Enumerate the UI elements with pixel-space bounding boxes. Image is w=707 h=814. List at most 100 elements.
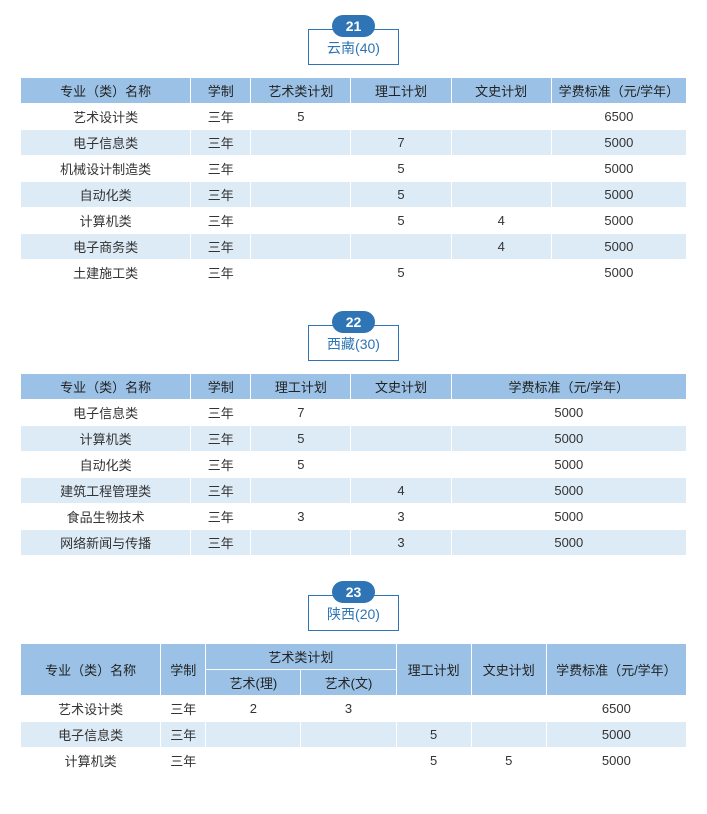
col-header: 专业（类）名称 xyxy=(21,374,191,400)
cell: 电子信息类 xyxy=(21,722,161,748)
col-subheader: 艺术(理) xyxy=(206,670,301,696)
cell: 三年 xyxy=(191,208,251,234)
data-table: 专业（类）名称学制理工计划文史计划学费标准（元/学年）电子信息类三年75000计… xyxy=(20,373,687,556)
data-table: 专业（类）名称学制艺术类计划理工计划文史计划学费标准（元/学年）艺术(理)艺术(… xyxy=(20,643,687,774)
cell xyxy=(351,234,451,260)
cell: 3 xyxy=(351,530,451,556)
cell: 三年 xyxy=(191,400,251,426)
cell: 三年 xyxy=(191,530,251,556)
section-1: 22西藏(30)专业（类）名称学制理工计划文史计划学费标准（元/学年）电子信息类… xyxy=(20,311,687,556)
cell: 5 xyxy=(396,722,471,748)
table-header-row: 专业（类）名称学制艺术类计划理工计划文史计划学费标准（元/学年） xyxy=(21,644,687,670)
cell xyxy=(351,452,451,478)
cell: 5000 xyxy=(451,530,686,556)
cell: 艺术设计类 xyxy=(21,104,191,130)
cell: 5 xyxy=(351,156,451,182)
table-row: 建筑工程管理类三年45000 xyxy=(21,478,687,504)
cell: 三年 xyxy=(191,504,251,530)
cell: 艺术设计类 xyxy=(21,696,161,722)
cell: 计算机类 xyxy=(21,208,191,234)
cell xyxy=(251,130,351,156)
cell: 2 xyxy=(206,696,301,722)
col-header: 理工计划 xyxy=(396,644,471,696)
cell: 5 xyxy=(351,182,451,208)
cell: 自动化类 xyxy=(21,452,191,478)
cell xyxy=(451,260,551,286)
cell: 电子信息类 xyxy=(21,130,191,156)
cell: 自动化类 xyxy=(21,182,191,208)
cell: 5 xyxy=(351,260,451,286)
cell xyxy=(351,104,451,130)
table-row: 计算机类三年555000 xyxy=(21,748,687,774)
cell xyxy=(301,722,396,748)
table-row: 艺术设计类三年56500 xyxy=(21,104,687,130)
col-header: 专业（类）名称 xyxy=(21,644,161,696)
data-table: 专业（类）名称学制艺术类计划理工计划文史计划学费标准（元/学年）艺术设计类三年5… xyxy=(20,77,687,286)
table-header-row: 专业（类）名称学制理工计划文史计划学费标准（元/学年） xyxy=(21,374,687,400)
cell xyxy=(206,748,301,774)
cell: 建筑工程管理类 xyxy=(21,478,191,504)
cell: 5000 xyxy=(551,208,686,234)
col-header-group: 艺术类计划 xyxy=(206,644,396,670)
table-row: 土建施工类三年55000 xyxy=(21,260,687,286)
cell: 三年 xyxy=(191,182,251,208)
cell xyxy=(301,748,396,774)
cell: 三年 xyxy=(191,452,251,478)
cell: 三年 xyxy=(161,696,206,722)
cell: 三年 xyxy=(191,104,251,130)
cell: 电子商务类 xyxy=(21,234,191,260)
cell: 7 xyxy=(251,400,351,426)
section-0: 21云南(40)专业（类）名称学制艺术类计划理工计划文史计划学费标准（元/学年）… xyxy=(20,15,687,286)
cell xyxy=(251,478,351,504)
section-badge: 23 xyxy=(332,581,376,603)
cell xyxy=(351,426,451,452)
cell: 5000 xyxy=(551,130,686,156)
table-row: 电子信息类三年75000 xyxy=(21,400,687,426)
col-header: 学制 xyxy=(191,78,251,104)
col-header: 文史计划 xyxy=(451,78,551,104)
col-header: 学费标准（元/学年） xyxy=(551,78,686,104)
cell: 5000 xyxy=(551,234,686,260)
cell: 7 xyxy=(351,130,451,156)
cell: 食品生物技术 xyxy=(21,504,191,530)
cell xyxy=(251,260,351,286)
cell xyxy=(451,104,551,130)
col-header: 艺术类计划 xyxy=(251,78,351,104)
section-badge: 21 xyxy=(332,15,376,37)
cell xyxy=(451,130,551,156)
col-header: 学制 xyxy=(161,644,206,696)
section-2: 23陕西(20)专业（类）名称学制艺术类计划理工计划文史计划学费标准（元/学年）… xyxy=(20,581,687,774)
cell: 三年 xyxy=(191,130,251,156)
table-row: 自动化类三年55000 xyxy=(21,182,687,208)
cell: 4 xyxy=(451,208,551,234)
cell: 三年 xyxy=(191,478,251,504)
col-header: 文史计划 xyxy=(471,644,546,696)
cell: 5 xyxy=(351,208,451,234)
cell xyxy=(471,722,546,748)
table-row: 机械设计制造类三年55000 xyxy=(21,156,687,182)
cell: 5 xyxy=(471,748,546,774)
cell: 三年 xyxy=(161,748,206,774)
col-subheader: 艺术(文) xyxy=(301,670,396,696)
col-header: 学制 xyxy=(191,374,251,400)
cell: 5000 xyxy=(451,400,686,426)
cell xyxy=(251,156,351,182)
table-row: 自动化类三年5 5000 xyxy=(21,452,687,478)
cell: 3 xyxy=(301,696,396,722)
cell: 计算机类 xyxy=(21,748,161,774)
cell xyxy=(396,696,471,722)
cell: 三年 xyxy=(191,156,251,182)
cell: 5000 xyxy=(546,748,686,774)
cell: 机械设计制造类 xyxy=(21,156,191,182)
cell: 3 xyxy=(351,504,451,530)
cell xyxy=(251,208,351,234)
cell: 三年 xyxy=(191,426,251,452)
cell xyxy=(351,400,451,426)
cell: 土建施工类 xyxy=(21,260,191,286)
table-row: 食品生物技术三年335000 xyxy=(21,504,687,530)
cell xyxy=(206,722,301,748)
cell: 5 xyxy=(251,452,351,478)
cell: 3 xyxy=(251,504,351,530)
section-badge: 22 xyxy=(332,311,376,333)
cell: 5000 xyxy=(451,452,686,478)
